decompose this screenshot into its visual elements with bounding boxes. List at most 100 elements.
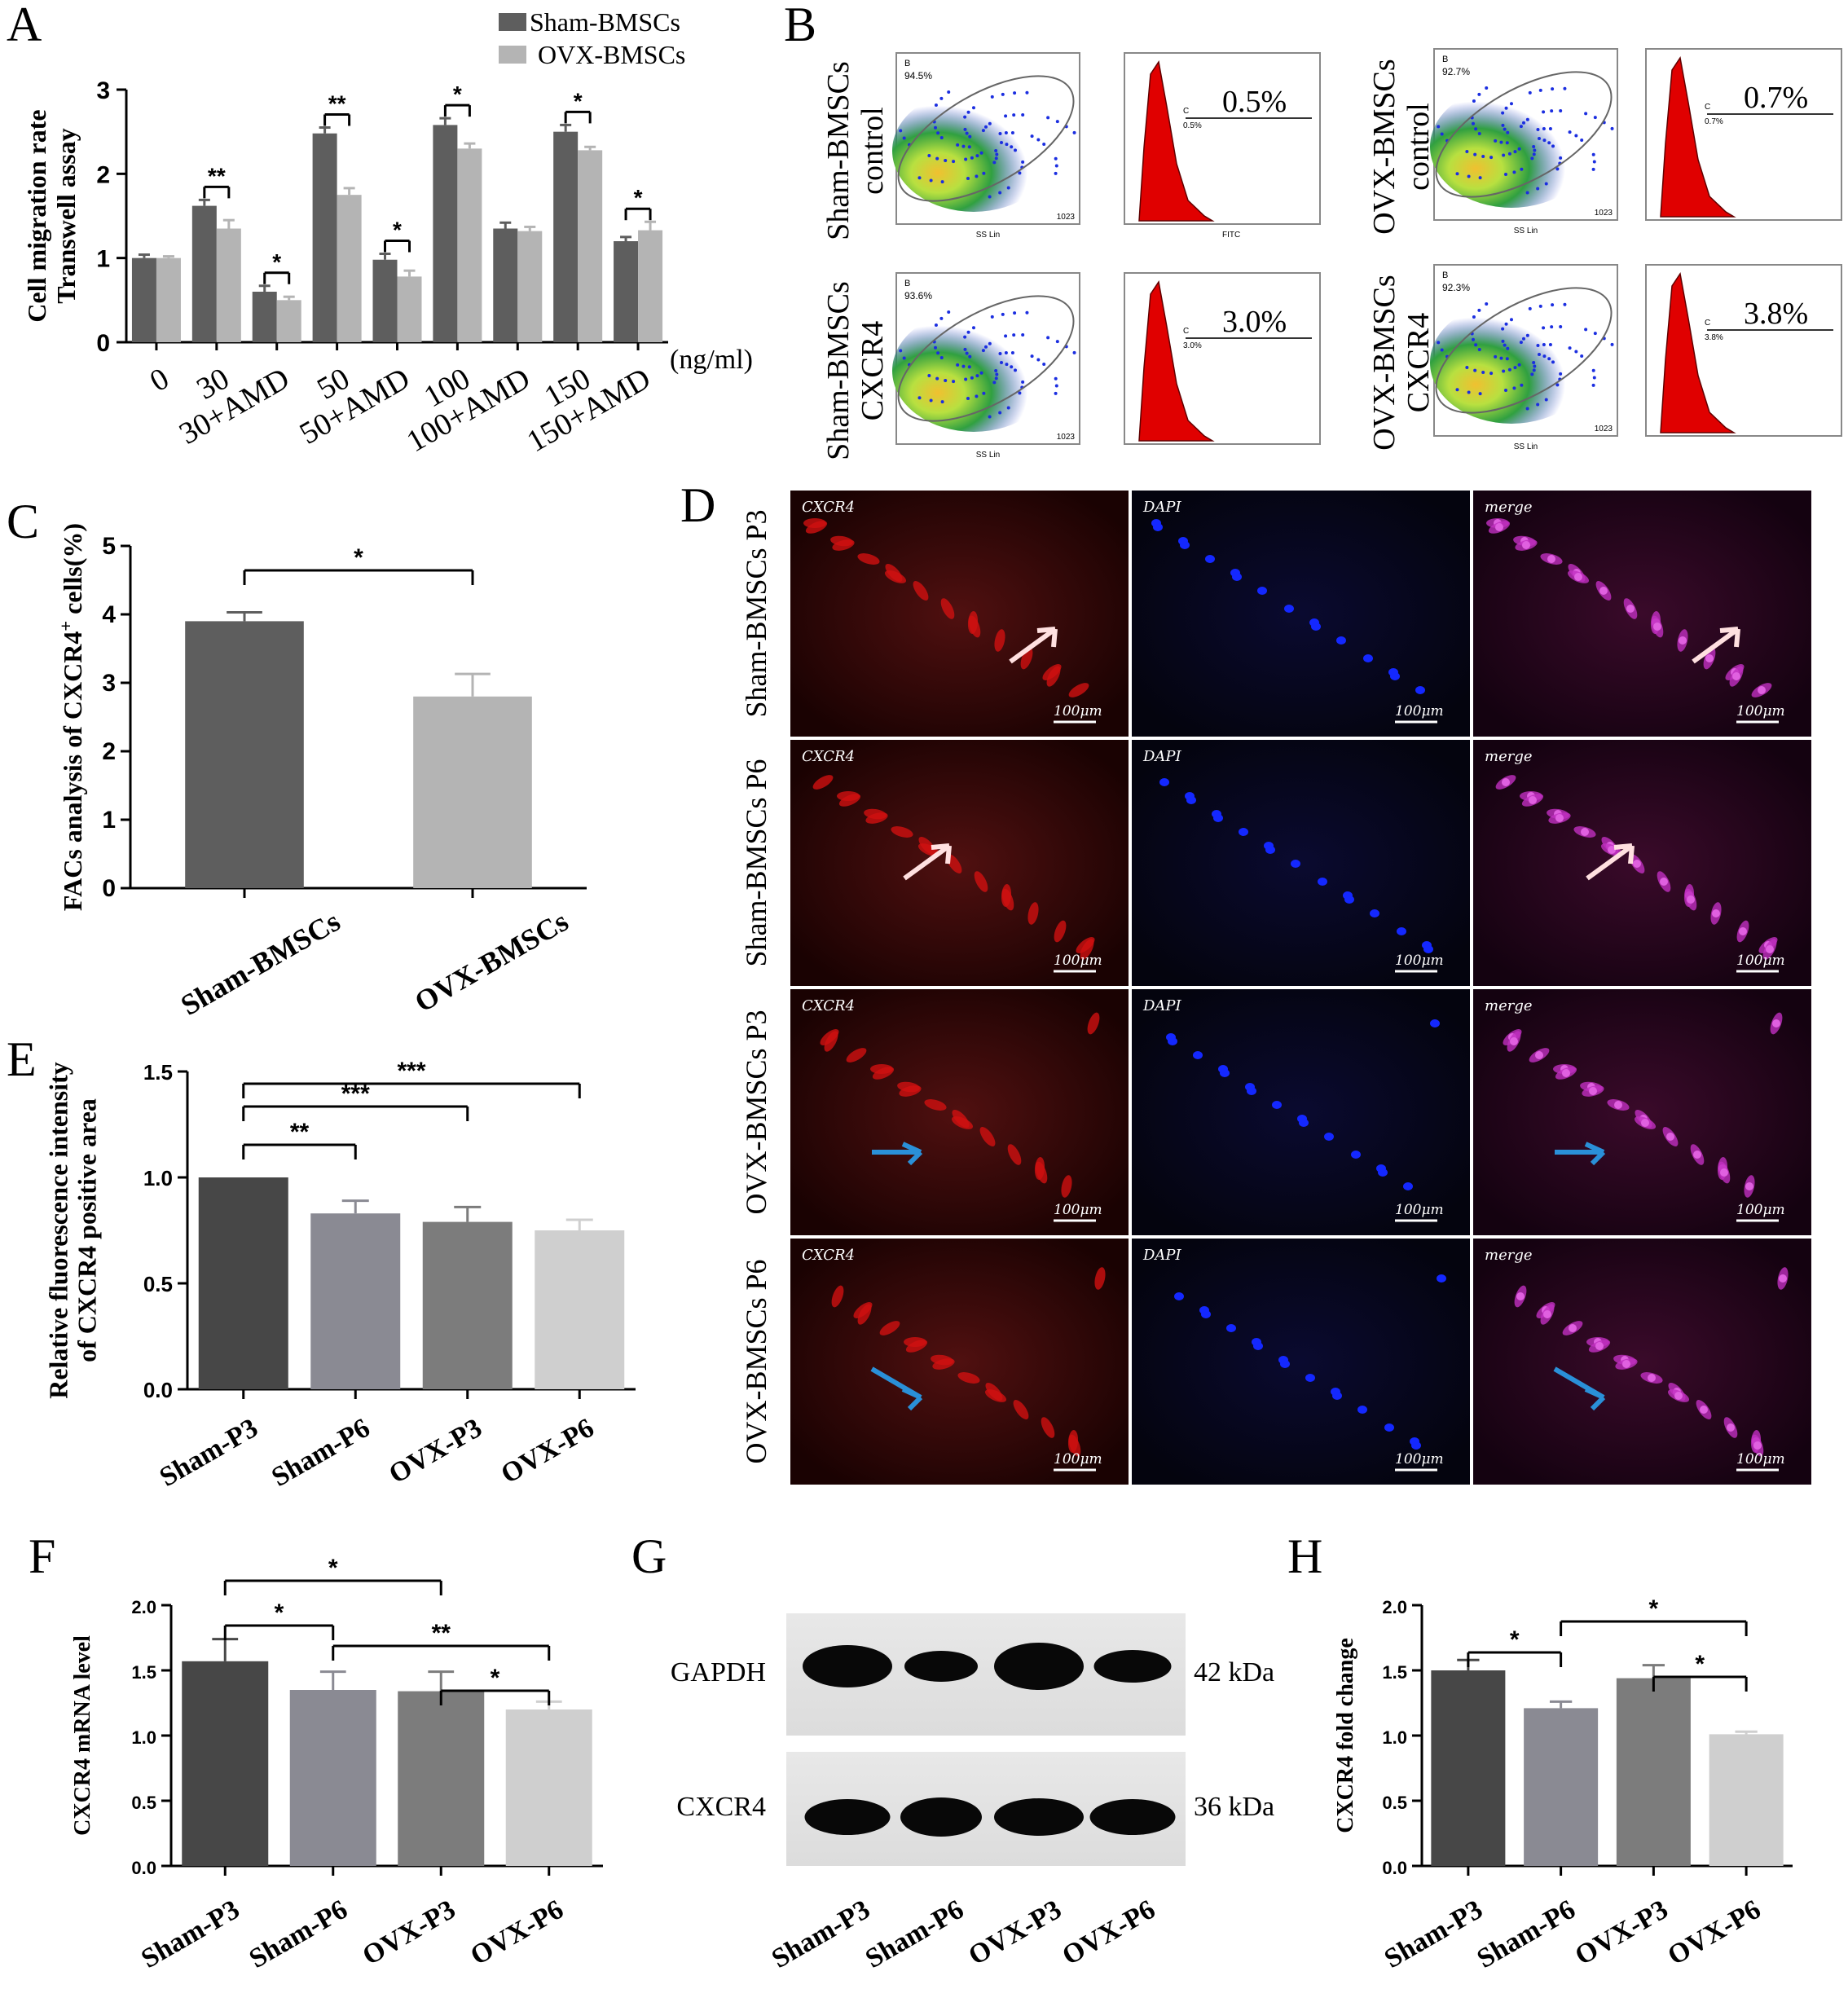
gate-name: B — [1442, 55, 1448, 64]
dot-plot-event — [998, 411, 1002, 415]
dot-plot-event — [1055, 120, 1059, 124]
cell — [891, 826, 913, 838]
sig-label: *** — [397, 1058, 425, 1085]
dot-plot-event — [1012, 333, 1016, 337]
bar-ovx — [578, 150, 603, 342]
dot-plot-event — [1559, 372, 1563, 376]
dot-plot-event — [1042, 142, 1046, 146]
y-tick-label: 5 — [102, 533, 116, 560]
cell — [957, 1372, 980, 1384]
dot-plot-event — [1559, 108, 1563, 112]
dot-plot-event — [1502, 369, 1506, 373]
cell-nucleus — [1666, 1133, 1674, 1141]
nucleus — [1305, 1374, 1315, 1382]
dot-plot-event — [981, 349, 985, 353]
dot-plot-event — [1532, 152, 1536, 156]
microscopy-row-label: Sham-BMSCs P6 — [740, 759, 772, 966]
dot-plot-x-max: 1023 — [1595, 425, 1613, 433]
cell — [857, 1304, 872, 1325]
bar-sham — [252, 292, 277, 342]
nucleus — [1318, 878, 1327, 886]
nucleus — [1357, 1406, 1367, 1414]
dot-plot-event — [971, 326, 975, 330]
gate-ellipse — [897, 75, 1075, 202]
dot-plot-event — [1563, 302, 1567, 306]
flow-row-label: OVX-BMSCsCXCR4 — [1367, 275, 1436, 450]
dot-plot-event — [1525, 117, 1529, 121]
scale-bar-label: 100μm — [1395, 1451, 1444, 1467]
nucleus — [1232, 573, 1242, 581]
microscopy-row-label: OVX-BMSCs P6 — [740, 1259, 772, 1463]
dot-plot-event — [1472, 99, 1476, 103]
histogram-small-percent: 3.8% — [1705, 333, 1723, 342]
chart-c: 0 1 2 3 4 5 FACs analysis of CXCR4+ cells(%) Sh… — [55, 523, 587, 1022]
y-axis-label: CXCR4 mRNA level — [70, 1635, 95, 1836]
blot-band — [904, 1651, 978, 1682]
channel-label: DAPI — [1142, 997, 1182, 1014]
scale-bar-label: 100μm — [1736, 703, 1785, 719]
dot-plot-event — [994, 148, 998, 152]
bar — [398, 1691, 485, 1866]
dot-plot-event — [1519, 125, 1523, 129]
scale-bar-label: 100μm — [1736, 1451, 1785, 1467]
y-tick-label: 0.0 — [143, 1378, 173, 1402]
cell — [905, 1340, 928, 1353]
y-tick-label: 3 — [102, 670, 116, 697]
blot-band-size: 36 kDa — [1194, 1792, 1274, 1822]
dot-plot-event — [982, 171, 986, 175]
cell-nucleus — [1516, 1292, 1525, 1300]
y-tick-label: 1 — [96, 246, 110, 273]
cell-nucleus — [1562, 1069, 1570, 1077]
cell-nucleus — [1732, 672, 1740, 680]
sig-label: * — [491, 1665, 500, 1692]
dot-plot-event — [1580, 138, 1584, 142]
gate-percent: 93.6% — [904, 290, 932, 301]
cell-nucleus — [1574, 573, 1582, 581]
cell — [974, 871, 988, 892]
dot-plot-event — [1591, 152, 1595, 156]
dot-plot-event — [1504, 389, 1508, 393]
cell — [831, 1285, 844, 1308]
histogram-percent: 0.5% — [1222, 85, 1287, 119]
cell-nucleus — [1648, 1374, 1656, 1382]
dot-plot-event — [1538, 353, 1541, 356]
dot-plot-event — [975, 394, 979, 398]
dot-plot-event — [1477, 131, 1481, 135]
bar — [1524, 1708, 1599, 1866]
dot-plot-event — [1592, 376, 1596, 380]
nucleus — [1186, 796, 1196, 804]
bar-ovx — [457, 148, 482, 342]
nucleus — [1299, 1119, 1309, 1127]
dot-plot-event — [1538, 137, 1541, 140]
bar-sham — [614, 241, 639, 342]
nucleus — [1415, 686, 1425, 694]
blot-lane-label: Sham-P3 — [767, 1894, 875, 1974]
cell-arrow — [1009, 627, 1057, 664]
dot-plot-event — [1509, 318, 1513, 322]
cell-arrow — [1586, 843, 1634, 881]
dot-plot-x-max: 1023 — [1057, 213, 1076, 222]
dot-plot-event — [1555, 383, 1560, 387]
cell — [846, 1048, 867, 1063]
dot-plot-event — [934, 125, 938, 130]
dot-plot-event — [995, 152, 999, 156]
dot-plot-event — [1536, 343, 1540, 347]
dot-plot-x-axis: SS Lin — [1514, 227, 1538, 235]
dot-plot-event — [936, 131, 940, 135]
histogram-small-percent: 0.5% — [1183, 121, 1202, 130]
histogram-gate-name: C — [1705, 103, 1710, 112]
category-label: OVX-P3 — [1570, 1894, 1673, 1971]
dot-plot-event — [1004, 114, 1008, 118]
gate-ellipse — [897, 295, 1075, 422]
cell — [1068, 1434, 1081, 1457]
dot-plot-event — [1542, 326, 1546, 330]
cell — [805, 521, 828, 534]
dot-plot-event — [1568, 130, 1572, 134]
chart-a: 0 1 2 3 Cell migration rateTranswell assay 0 *… — [22, 7, 753, 459]
dot-plot-event — [1542, 342, 1546, 346]
dot-plot-event — [1499, 356, 1503, 360]
dot-plot-event — [981, 129, 985, 133]
dot-plot-event — [992, 381, 997, 385]
dot-plot-event — [963, 115, 967, 119]
nucleus — [1174, 1292, 1184, 1300]
